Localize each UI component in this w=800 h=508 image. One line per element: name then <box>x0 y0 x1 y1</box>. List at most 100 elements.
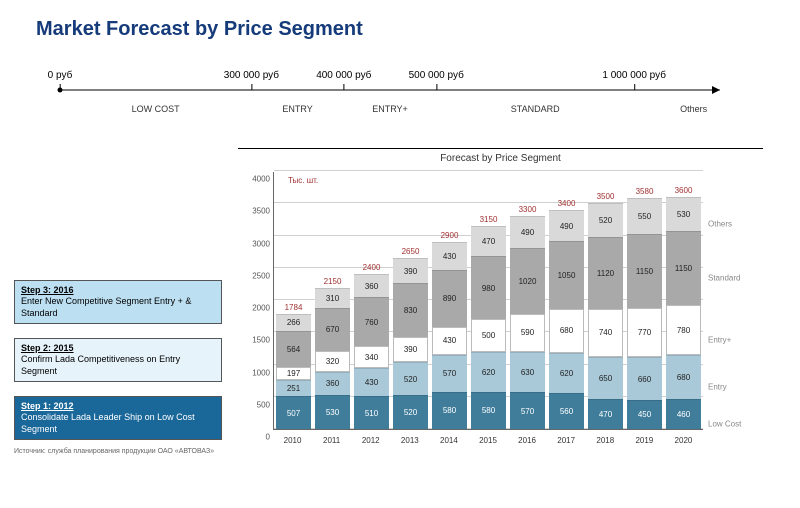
bar-segment: 320 <box>315 351 350 372</box>
bar-segment: 740 <box>588 309 623 357</box>
bar-column: 45066077011505503580 <box>625 198 664 429</box>
bar-segment: 580 <box>471 392 506 429</box>
total-label: 3150 <box>480 215 498 224</box>
x-axis-label: 2020 <box>675 436 693 445</box>
total-label: 2650 <box>402 247 420 256</box>
bar-segment: 490 <box>510 216 545 248</box>
bar-segment: 980 <box>471 256 506 319</box>
bar-segment: 830 <box>393 283 428 337</box>
total-label: 2900 <box>441 231 459 240</box>
bar-column: 56062068010504903400 <box>547 210 586 429</box>
axis-tick: 400 000 руб <box>316 70 371 81</box>
callout-heading: Step 1: 2012 <box>21 401 215 412</box>
total-label: 2400 <box>363 263 381 272</box>
segment-label: ENTRY+ <box>372 104 408 114</box>
y-axis-label: 3500 <box>252 207 274 216</box>
bar-segment: 650 <box>588 357 623 399</box>
callout-step-2: Step 2: 2015 Confirm Lada Competitivenes… <box>14 338 222 382</box>
bar-segment: 310 <box>315 288 350 308</box>
bar-segment: 550 <box>627 198 662 233</box>
bar-segment: 390 <box>393 337 428 362</box>
bar-segment: 530 <box>666 197 701 231</box>
x-axis-label: 2012 <box>362 436 380 445</box>
total-label: 3600 <box>675 186 693 195</box>
total-label: 1784 <box>285 303 303 312</box>
axis-arrow <box>60 90 730 92</box>
axis-tick: 0 руб <box>48 70 73 81</box>
y-axis-label: 3000 <box>252 239 274 248</box>
series-label: Entry+ <box>708 336 731 345</box>
bar-segment: 390 <box>393 258 428 283</box>
x-axis-label: 2018 <box>596 436 614 445</box>
bar-segment: 500 <box>471 319 506 351</box>
bar-segment: 570 <box>510 392 545 429</box>
price-segment-axis: 0 руб300 000 руб400 000 руб500 000 руб1 … <box>60 70 740 120</box>
bar-segment: 630 <box>510 352 545 393</box>
callout-body: Confirm Lada Competitiveness on Entry Se… <box>21 354 215 377</box>
bar-segment: 770 <box>627 308 662 358</box>
series-label: Low Cost <box>708 420 741 429</box>
x-axis-label: 2019 <box>635 436 653 445</box>
total-label: 2150 <box>324 277 342 286</box>
bar-column: 5806205009804703150 <box>469 226 508 429</box>
series-label: Others <box>708 219 732 228</box>
callout-step-1: Step 1: 2012 Consolidate Lada Leader Shi… <box>14 396 222 440</box>
source-note: Источник: служба планирования продукции … <box>14 448 214 455</box>
segment-label: Others <box>680 104 707 114</box>
page-title: Market Forecast by Price Segment <box>0 0 800 41</box>
x-axis-label: 2013 <box>401 436 419 445</box>
callout-heading: Step 3: 2016 <box>21 285 215 296</box>
bar-segment: 1020 <box>510 248 545 314</box>
bar-segment: 670 <box>315 308 350 351</box>
bar-segment: 780 <box>666 305 701 355</box>
bar-column: 47065074011205203500 <box>586 203 625 429</box>
bar-segment: 1150 <box>627 234 662 308</box>
bar-segment: 590 <box>510 314 545 352</box>
y-axis-label: 1500 <box>252 336 274 345</box>
bar-segment: 760 <box>354 297 389 346</box>
y-axis-label: 500 <box>257 400 274 409</box>
bar-column: 5805704308904302900 <box>430 242 469 429</box>
x-axis-label: 2010 <box>284 436 302 445</box>
bar-segment: 360 <box>315 372 350 395</box>
bar-segment: 510 <box>354 396 389 429</box>
bar-segment: 660 <box>627 357 662 400</box>
x-axis-label: 2016 <box>518 436 536 445</box>
bar-segment: 430 <box>432 242 467 270</box>
bar-segment: 570 <box>432 355 467 392</box>
bar-segment: 470 <box>471 226 506 256</box>
bar-segment: 470 <box>588 399 623 429</box>
total-label: 3400 <box>558 199 576 208</box>
bar-segment: 520 <box>393 395 428 429</box>
bar-segment: 1050 <box>549 241 584 309</box>
bar-segment: 530 <box>315 395 350 429</box>
bar-segment: 620 <box>549 353 584 393</box>
bar-column: 5303603206703102150 <box>313 288 352 429</box>
bar-segment: 1120 <box>588 237 623 309</box>
total-label: 3300 <box>519 205 537 214</box>
y-axis-label: 2500 <box>252 271 274 280</box>
bar-segment: 520 <box>588 203 623 237</box>
axis-tick: 300 000 руб <box>224 70 279 81</box>
bar-segment: 430 <box>354 368 389 396</box>
callout-body: Enter New Competitive Segment Entry + & … <box>21 296 215 319</box>
bar-segment: 450 <box>627 400 662 429</box>
bar-segment: 430 <box>432 327 467 355</box>
bar-column: 5072511975642661784 <box>274 314 313 429</box>
bar-column: 57063059010204903300 <box>508 216 547 429</box>
chart-title: Forecast by Price Segment <box>238 148 763 164</box>
bar-segment: 680 <box>549 309 584 353</box>
bar-segment: 490 <box>549 210 584 242</box>
y-axis-label: 4000 <box>252 175 274 184</box>
x-axis-label: 2017 <box>557 436 575 445</box>
axis-tick: 1 000 000 руб <box>602 70 666 81</box>
segment-label: ENTRY <box>282 104 312 114</box>
bar-segment: 580 <box>432 392 467 429</box>
bar-segment: 507 <box>276 396 311 429</box>
segment-label: LOW COST <box>132 104 180 114</box>
bar-segment: 560 <box>549 393 584 429</box>
bar-segment: 197 <box>276 367 311 380</box>
bar-segment: 340 <box>354 346 389 368</box>
x-axis-label: 2011 <box>323 436 340 445</box>
bar-segment: 460 <box>666 399 701 429</box>
